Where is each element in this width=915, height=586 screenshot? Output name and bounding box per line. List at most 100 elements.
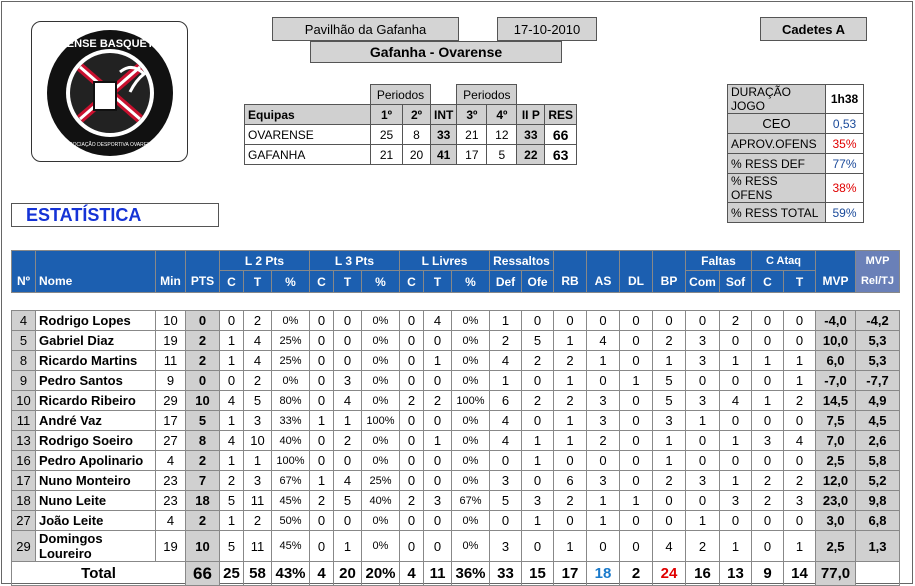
stat-cell: 0 xyxy=(399,370,424,391)
player-points: 10 xyxy=(185,530,220,562)
stat-cell: 0 xyxy=(619,530,653,562)
stat-cell: 0 xyxy=(685,450,720,471)
stat-cell: 2 xyxy=(652,470,686,491)
col-header-c-7: C xyxy=(309,270,334,293)
col-header--9: % xyxy=(361,270,400,293)
stat-cell: 5 xyxy=(243,390,272,411)
stat-cell: 0% xyxy=(451,410,490,431)
stat-cell: 2 xyxy=(783,470,816,491)
stat-cell: 1 xyxy=(586,490,620,511)
stat-cell: 17 xyxy=(155,410,186,431)
halftime-score: 33 xyxy=(429,124,458,145)
stat-cell: 0 xyxy=(685,370,720,391)
stat-cell: 1 xyxy=(489,370,522,391)
col-header-t-11: T xyxy=(423,270,452,293)
periodos-header-2: Periodos xyxy=(456,84,518,105)
stat-cell: 1 xyxy=(309,470,334,491)
col-header-ofe-14: Ofe xyxy=(521,270,554,293)
player-number: 29 xyxy=(11,530,36,562)
stat-cell: 0 xyxy=(219,370,244,391)
info-row: % RESS DEF 77% xyxy=(727,153,864,174)
period-score: 21 xyxy=(370,144,403,165)
total-cell: 9 xyxy=(751,561,784,586)
stat-cell: 0% xyxy=(451,330,490,351)
col-header-t-8: T xyxy=(333,270,362,293)
stat-cell: 0 xyxy=(399,430,424,451)
stat-cell: 0 xyxy=(719,370,752,391)
stat-cell: 5 xyxy=(652,370,686,391)
stat-cell: 1 xyxy=(243,450,272,471)
col-header-as-16: AS xyxy=(586,270,620,293)
stat-cell: 0 xyxy=(719,330,752,351)
player-name: Gabriel Diaz xyxy=(35,330,156,351)
svg-text:OVARENSE BASQUETEBOL: OVARENSE BASQUETEBOL xyxy=(36,38,185,50)
stat-cell: 0 xyxy=(521,470,554,491)
stat-cell: 3 xyxy=(652,410,686,431)
stat-cell: 100% xyxy=(361,410,400,431)
date-label: 17-10-2010 xyxy=(497,17,597,41)
col-header-pts-3: PTS xyxy=(185,270,220,293)
stat-cell: 0 xyxy=(423,510,452,531)
col-header-t-22: T xyxy=(783,270,816,293)
stat-cell: 0% xyxy=(451,510,490,531)
stat-cell: 0% xyxy=(451,450,490,471)
player-points: 2 xyxy=(185,350,220,371)
info-row: DURAÇÃO JOGO 1h38 xyxy=(727,84,864,114)
stat-cell: 0 xyxy=(399,310,424,331)
stat-cell: 10 xyxy=(243,430,272,451)
player-name: Domingos Loureiro xyxy=(35,530,156,562)
player-name: André Vaz xyxy=(35,410,156,431)
stat-cell: 0 xyxy=(309,310,334,331)
stat-cell: 6 xyxy=(553,470,587,491)
stat-cell: 2 xyxy=(489,330,522,351)
stat-cell: 0 xyxy=(333,350,362,371)
col-header-mvp-23: MVP xyxy=(815,270,856,293)
stat-cell: 3 xyxy=(751,430,784,451)
stat-cell: 1 xyxy=(489,310,522,331)
stat-cell: 4 xyxy=(489,430,522,451)
stat-cell: 5 xyxy=(521,330,554,351)
player-number: 5 xyxy=(11,330,36,351)
player-number: 13 xyxy=(11,430,36,451)
col-header-rb-15: RB xyxy=(553,270,587,293)
player-mvp: 7,0 xyxy=(815,430,856,451)
player-points: 7 xyxy=(185,470,220,491)
col-header-def-13: Def xyxy=(489,270,522,293)
player-row: 5 Gabriel Diaz 19 2 1 4 25% 0 0 0% 0 0 0% 2 5 1 4 0 2 3 0 0 0 1… xyxy=(11,330,900,351)
total-cell: 2 xyxy=(619,561,653,586)
info-row: CEO 0,53 xyxy=(727,113,864,134)
player-row: 9 Pedro Santos 9 0 0 2 0% 0 3 0% 0 0 0% 1 0 1 0 1 5 0 0 0 1 -7,… xyxy=(11,370,900,391)
stat-cell: 1 xyxy=(586,510,620,531)
stat-cell: 0 xyxy=(309,530,334,562)
stat-cell: 4 xyxy=(652,530,686,562)
stat-cell: 1 xyxy=(553,530,587,562)
stat-cell: 0 xyxy=(553,450,587,471)
player-points: 10 xyxy=(185,390,220,411)
col-header-c-4: C xyxy=(219,270,244,293)
stat-cell: 0 xyxy=(399,530,424,562)
stat-cell: 0 xyxy=(586,450,620,471)
stat-cell: 0 xyxy=(751,310,784,331)
stat-cell: 2 xyxy=(719,310,752,331)
team-name: OVARENSE xyxy=(244,124,371,145)
stat-cell: 0 xyxy=(309,430,334,451)
stat-cell: 1 xyxy=(652,350,686,371)
stat-cell: 3 xyxy=(719,490,752,511)
group-llivres: L Livres xyxy=(399,250,490,271)
player-number: 8 xyxy=(11,350,36,371)
player-name: Pedro Apolinario xyxy=(35,450,156,471)
total-cell: 20% xyxy=(361,561,400,586)
stat-cell: 3 xyxy=(489,530,522,562)
period-score: 12 xyxy=(486,124,518,145)
player-row: 11 André Vaz 17 5 1 3 33% 1 1 100% 0 0 0% 4 0 1 3 0 3 1 0 0 0 7… xyxy=(11,410,900,431)
stat-cell: 11 xyxy=(243,490,272,511)
stat-cell: 1 xyxy=(423,350,452,371)
halftime-score: 41 xyxy=(429,144,458,165)
player-number: 10 xyxy=(11,390,36,411)
player-mvp: -7,0 xyxy=(815,370,856,391)
total-cell: 36% xyxy=(451,561,490,586)
stat-cell: 4 xyxy=(243,350,272,371)
stat-cell: 0% xyxy=(361,370,400,391)
stat-cell: 2 xyxy=(521,350,554,371)
stat-cell: 25% xyxy=(271,330,310,351)
